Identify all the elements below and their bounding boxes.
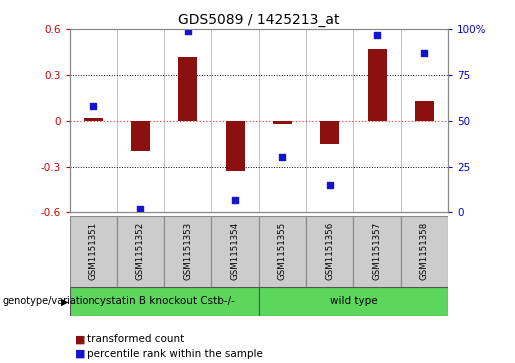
Bar: [415, 101, 434, 121]
Bar: [306, 216, 353, 287]
Bar: [212, 216, 259, 287]
Point: [136, 206, 145, 212]
Bar: [178, 57, 197, 121]
Bar: [70, 287, 259, 316]
Bar: [84, 118, 102, 121]
Bar: [320, 121, 339, 144]
Point: [184, 28, 192, 34]
Text: GSM1151358: GSM1151358: [420, 222, 429, 280]
Bar: [259, 216, 306, 287]
Text: ■: ■: [75, 349, 85, 359]
Bar: [368, 49, 387, 121]
Bar: [259, 287, 448, 316]
Text: ■: ■: [75, 334, 85, 344]
Point: [325, 182, 334, 188]
Bar: [401, 216, 448, 287]
Text: ▶: ▶: [61, 296, 68, 306]
Text: percentile rank within the sample: percentile rank within the sample: [87, 349, 263, 359]
Text: GSM1151355: GSM1151355: [278, 222, 287, 280]
Text: GSM1151351: GSM1151351: [89, 222, 98, 280]
Point: [373, 32, 381, 37]
Text: GSM1151354: GSM1151354: [231, 222, 239, 280]
Text: GSM1151357: GSM1151357: [372, 222, 382, 280]
Text: wild type: wild type: [330, 296, 377, 306]
Text: cystatin B knockout Cstb-/-: cystatin B knockout Cstb-/-: [94, 296, 235, 306]
Text: GSM1151352: GSM1151352: [136, 222, 145, 280]
Point: [89, 103, 97, 109]
Text: GSM1151356: GSM1151356: [325, 222, 334, 280]
Point: [278, 155, 286, 160]
Bar: [353, 216, 401, 287]
Bar: [273, 121, 292, 124]
Title: GDS5089 / 1425213_at: GDS5089 / 1425213_at: [178, 13, 339, 26]
Point: [231, 197, 239, 203]
Text: GSM1151353: GSM1151353: [183, 222, 192, 280]
Point: [420, 50, 428, 56]
Bar: [131, 121, 150, 151]
Text: genotype/variation: genotype/variation: [3, 296, 95, 306]
Text: transformed count: transformed count: [87, 334, 184, 344]
Bar: [226, 121, 245, 171]
Bar: [117, 216, 164, 287]
Bar: [70, 216, 117, 287]
Bar: [164, 216, 212, 287]
